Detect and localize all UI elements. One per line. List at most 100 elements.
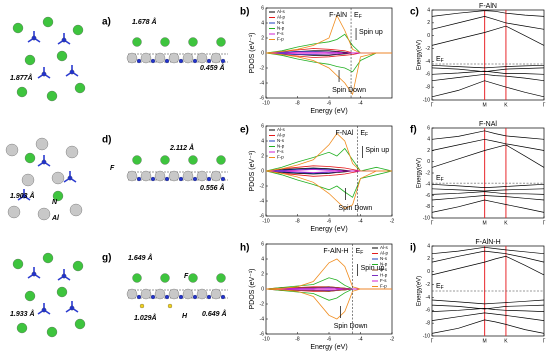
y-tick-label: 6 <box>427 125 430 131</box>
atom <box>188 273 198 283</box>
atom <box>41 71 47 77</box>
atom <box>24 290 36 302</box>
atom <box>196 170 208 182</box>
atom <box>160 37 170 47</box>
y-tick-label: 4 <box>427 137 430 143</box>
y-tick-label: -4 <box>426 59 431 65</box>
y-tick-label: 0 <box>427 159 430 165</box>
atom <box>126 288 138 300</box>
y-axis-label: PDOS (eV⁻¹) <box>249 32 256 73</box>
pdos-line <box>265 288 392 320</box>
atom <box>206 294 212 300</box>
legend-label: F-p <box>277 37 284 42</box>
atom <box>74 318 86 330</box>
y-tick-label: -4 <box>260 198 265 204</box>
atom <box>7 205 21 219</box>
band-line <box>431 67 545 73</box>
pdos-line <box>265 258 392 290</box>
fermi-label-main: E <box>360 130 365 137</box>
y-tick-label: -10 <box>423 97 430 103</box>
atom <box>164 58 170 64</box>
atom <box>168 288 180 300</box>
legend-label: F-p <box>277 155 284 160</box>
y-tick-label: -6 <box>260 95 265 101</box>
atom <box>21 193 27 199</box>
pdos-line <box>265 132 392 172</box>
legend-label: N-p <box>380 262 388 267</box>
atom <box>16 86 28 98</box>
distance-label: 1.877Å <box>10 73 33 82</box>
atom <box>12 22 24 34</box>
y-tick-label: -4 <box>426 295 431 301</box>
legend-label: N-p <box>277 26 285 31</box>
panel-label: i) <box>410 243 416 254</box>
atom <box>160 155 170 165</box>
band-line <box>431 246 545 255</box>
distance-label: 1.903 Å <box>10 191 35 200</box>
atom <box>164 176 170 182</box>
y-tick-label: 2 <box>427 148 430 154</box>
atom <box>41 159 47 165</box>
panel-label: h) <box>240 243 249 254</box>
fermi-label-sub: F <box>441 285 444 291</box>
x-tick-label: -4 <box>358 100 363 106</box>
y-axis-label: Energy(eV) <box>417 158 423 188</box>
x-tick-label: -2 <box>390 218 395 224</box>
atom <box>210 52 222 64</box>
x-tick-label: Γ <box>543 338 546 344</box>
fermi-label-sub: F <box>360 250 363 256</box>
distance-label: 1.933 Å <box>10 309 35 318</box>
fermi-label: EF <box>356 248 364 256</box>
band-line <box>431 183 545 188</box>
atom <box>69 203 83 217</box>
x-tick-label: K <box>504 102 508 108</box>
atom <box>41 307 47 313</box>
y-tick-label: -2 <box>260 183 265 189</box>
atom <box>136 294 142 300</box>
y-axis-label: PDOS (eV⁻¹) <box>249 150 256 191</box>
annotation: Spin up <box>359 29 383 36</box>
atom <box>31 35 37 41</box>
panel-label: g) <box>102 253 111 264</box>
band-line <box>431 255 545 276</box>
y-tick-label: -8 <box>426 320 431 326</box>
band-line <box>431 250 545 263</box>
y-tick-label: 4 <box>261 256 264 262</box>
y-tick-label: -4 <box>260 316 265 322</box>
y-tick-label: 2 <box>261 153 264 159</box>
x-tick-label: -10 <box>262 100 269 106</box>
atom <box>220 176 226 182</box>
atom <box>5 143 19 157</box>
x-tick-label: -6 <box>327 218 332 224</box>
band-line <box>431 299 545 305</box>
y-tick-label: 0 <box>427 269 430 275</box>
y-tick-label: 2 <box>261 35 264 41</box>
atom <box>216 273 226 283</box>
panel-label: e) <box>240 125 249 136</box>
y-tick-label: 0 <box>261 286 264 292</box>
atom <box>167 303 173 309</box>
y-tick-label: 2 <box>427 256 430 262</box>
atom <box>65 145 79 159</box>
annotation: Spin Down <box>332 87 366 94</box>
x-tick-label: M <box>483 220 487 226</box>
panel-label: a) <box>102 17 111 28</box>
x-tick-label: -4 <box>358 336 363 342</box>
atom <box>192 294 198 300</box>
atom <box>210 170 222 182</box>
band-line <box>431 304 545 310</box>
y-tick-label: 4 <box>427 243 430 249</box>
band-line <box>431 144 545 168</box>
atom <box>42 252 54 264</box>
y-tick-label: 0 <box>427 33 430 39</box>
x-axis-label: Energy (eV) <box>310 344 347 351</box>
y-tick-label: -4 <box>426 182 431 188</box>
atom <box>206 176 212 182</box>
y-tick-label: -2 <box>260 301 265 307</box>
atom <box>164 294 170 300</box>
legend-label: Al-p <box>277 15 285 20</box>
band-line <box>431 70 545 75</box>
atom <box>220 58 226 64</box>
distance-label: 1.678 Å <box>132 17 157 26</box>
atom <box>182 52 194 64</box>
